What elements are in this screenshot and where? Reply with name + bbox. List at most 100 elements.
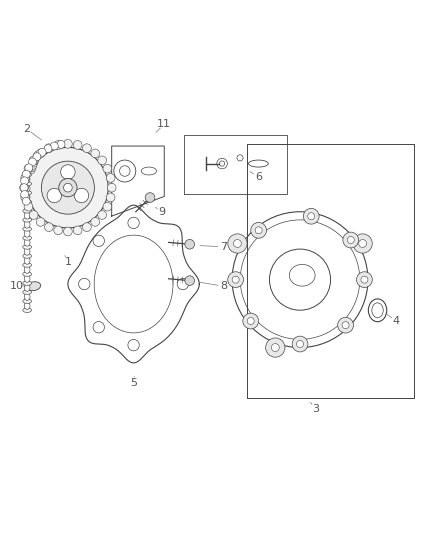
Circle shape (57, 141, 65, 148)
Circle shape (41, 161, 95, 214)
Circle shape (54, 141, 63, 149)
Circle shape (50, 142, 58, 150)
Circle shape (353, 234, 372, 253)
Circle shape (243, 313, 258, 329)
Ellipse shape (24, 184, 30, 192)
Circle shape (38, 148, 46, 156)
Circle shape (22, 197, 30, 205)
Circle shape (361, 276, 368, 283)
Ellipse shape (23, 173, 32, 177)
Circle shape (185, 276, 194, 286)
Circle shape (251, 222, 267, 238)
Ellipse shape (23, 308, 32, 312)
Ellipse shape (24, 266, 30, 273)
Ellipse shape (141, 167, 157, 175)
Circle shape (255, 227, 262, 234)
Circle shape (36, 217, 45, 227)
Circle shape (22, 170, 30, 178)
Ellipse shape (23, 272, 32, 276)
Ellipse shape (24, 212, 30, 219)
Circle shape (266, 338, 285, 357)
Ellipse shape (24, 175, 30, 183)
Circle shape (106, 193, 115, 202)
Circle shape (103, 203, 112, 211)
Circle shape (145, 193, 155, 203)
Circle shape (82, 223, 91, 231)
Ellipse shape (23, 227, 32, 231)
Ellipse shape (23, 182, 32, 186)
Circle shape (25, 164, 33, 172)
Circle shape (292, 336, 308, 352)
Circle shape (60, 165, 75, 179)
Circle shape (21, 193, 30, 202)
Ellipse shape (24, 203, 30, 210)
Text: 2: 2 (23, 124, 30, 134)
Circle shape (82, 144, 91, 152)
Circle shape (73, 226, 82, 235)
Circle shape (30, 162, 37, 169)
Circle shape (338, 317, 353, 333)
Ellipse shape (24, 293, 30, 301)
Text: 3: 3 (312, 404, 319, 414)
Text: 10: 10 (10, 281, 24, 291)
Circle shape (47, 188, 62, 203)
Text: 8: 8 (220, 281, 227, 291)
Circle shape (64, 227, 72, 236)
Ellipse shape (23, 254, 32, 258)
Circle shape (304, 208, 319, 224)
Circle shape (297, 341, 304, 348)
Circle shape (98, 211, 106, 220)
Circle shape (357, 272, 372, 287)
Circle shape (31, 158, 38, 165)
Circle shape (91, 149, 99, 158)
Circle shape (20, 183, 28, 192)
Circle shape (74, 188, 88, 203)
Ellipse shape (23, 299, 32, 303)
Text: 11: 11 (157, 119, 171, 129)
Circle shape (98, 156, 106, 165)
Ellipse shape (24, 284, 30, 292)
Circle shape (308, 213, 315, 220)
Ellipse shape (24, 230, 30, 237)
Circle shape (24, 203, 33, 211)
Text: 9: 9 (159, 207, 166, 217)
Circle shape (54, 226, 63, 235)
Circle shape (64, 140, 72, 148)
Circle shape (347, 237, 354, 244)
Circle shape (114, 160, 136, 182)
Ellipse shape (23, 209, 32, 213)
Circle shape (32, 156, 39, 163)
Ellipse shape (23, 191, 32, 195)
Circle shape (45, 144, 53, 152)
Circle shape (93, 235, 104, 246)
Text: 4: 4 (393, 316, 400, 326)
Circle shape (29, 156, 38, 165)
Circle shape (28, 147, 108, 228)
Ellipse shape (24, 248, 30, 255)
Circle shape (24, 164, 33, 173)
Circle shape (21, 177, 28, 185)
Circle shape (36, 149, 45, 158)
Ellipse shape (23, 281, 32, 285)
Circle shape (103, 164, 112, 173)
Circle shape (29, 211, 38, 220)
Ellipse shape (23, 263, 32, 267)
Circle shape (177, 278, 188, 290)
Ellipse shape (24, 302, 30, 310)
Circle shape (228, 234, 247, 253)
Circle shape (21, 191, 28, 198)
Circle shape (228, 272, 244, 287)
Circle shape (128, 217, 139, 229)
Circle shape (59, 179, 77, 197)
Circle shape (359, 239, 367, 247)
Circle shape (21, 174, 30, 182)
Ellipse shape (27, 282, 41, 290)
Circle shape (185, 239, 194, 249)
Circle shape (342, 321, 349, 329)
Circle shape (33, 153, 41, 160)
Circle shape (64, 183, 72, 192)
Ellipse shape (23, 236, 32, 240)
Text: 7: 7 (220, 242, 227, 252)
Circle shape (232, 276, 239, 283)
Ellipse shape (24, 193, 30, 201)
